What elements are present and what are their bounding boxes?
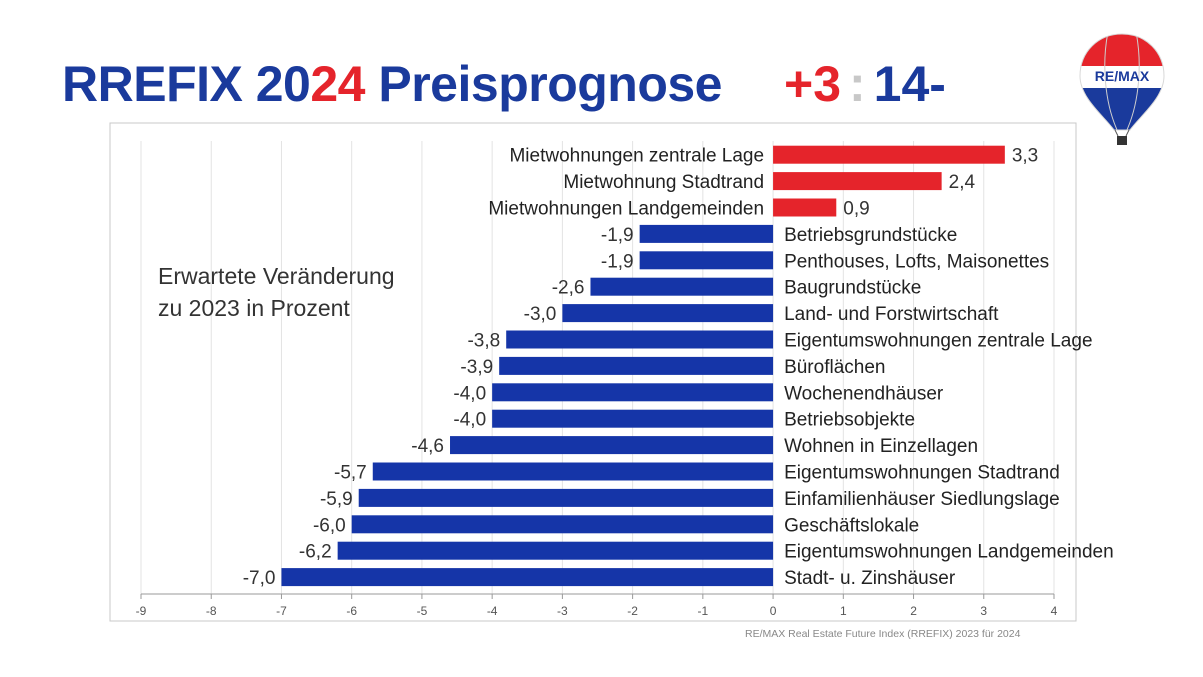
bar (492, 383, 774, 402)
bar-value-label: -3,9 (460, 357, 493, 378)
category-label: Eigentumswohnungen Landgemeinden (784, 542, 1114, 563)
remax-balloon-logo: RE/MAX (1079, 33, 1165, 145)
bar-value-label: -5,7 (334, 463, 367, 484)
bar (506, 330, 774, 349)
annotation-line1: Erwartete Veränderung (158, 263, 395, 289)
category-label: Betriebsobjekte (784, 410, 915, 431)
category-label: Einfamilienhäuser Siedlungslage (784, 489, 1060, 510)
x-tick-label: -2 (627, 604, 638, 618)
bar (450, 436, 774, 455)
bar-value-label: -1,9 (601, 225, 634, 246)
bar-value-label: -6,0 (313, 515, 346, 536)
category-label: Wochenendhäuser (784, 383, 944, 404)
bar (639, 251, 774, 270)
bar (499, 356, 774, 375)
score-colon: : (849, 56, 866, 112)
bar-value-label: -5,9 (320, 489, 353, 510)
category-label: Mietwohnungen Landgemeinden (488, 199, 764, 220)
bar-value-label: -7,0 (243, 568, 276, 589)
x-tick-label: 2 (910, 604, 917, 618)
bar-value-label: 3,3 (1012, 146, 1038, 167)
bars-group: 3,3 Mietwohnungen zentrale Lage 2,4 Mietwoh… (243, 145, 1114, 589)
title-year-red: 24 (310, 56, 365, 112)
bar-value-label: 0,9 (843, 199, 869, 220)
x-tick-label: 1 (840, 604, 847, 618)
bar-value-label: -2,6 (552, 278, 585, 299)
source-note: RE/MAX Real Estate Future Index (RREFIX)… (745, 628, 1021, 640)
bar-value-label: -6,2 (299, 542, 332, 563)
category-label: Stadt- u. Zinshäuser (784, 568, 956, 589)
x-axis: -9 -8 -7 -6 -5 -4 -3 -2 -1 0 1 2 3 4 (136, 593, 1058, 618)
bar (281, 568, 774, 587)
category-label: Mietwohnungen zentrale Lage (509, 146, 764, 167)
x-tick-label: -7 (276, 604, 287, 618)
x-tick-label: 3 (980, 604, 987, 618)
bar-value-label: -4,6 (411, 436, 444, 457)
category-label: Eigentumswohnungen zentrale Lage (784, 331, 1092, 352)
bar (773, 172, 942, 191)
score-negative: 14- (873, 56, 946, 112)
x-tick-label: -1 (698, 604, 709, 618)
bar (358, 488, 774, 507)
bar (773, 145, 1005, 164)
bar-value-label: -3,0 (524, 304, 557, 325)
title-part1: RREFIX 20 (62, 56, 311, 112)
category-label: Land- und Forstwirtschaft (784, 304, 999, 325)
category-label: Geschäftslokale (784, 515, 919, 536)
annotation-line2: zu 2023 in Prozent (158, 295, 350, 321)
bar (562, 304, 774, 323)
x-tick-label: -9 (136, 604, 147, 618)
bar (639, 224, 774, 243)
category-label: Betriebsgrundstücke (784, 225, 957, 246)
category-label: Büroflächen (784, 357, 885, 378)
x-tick-label: 4 (1051, 604, 1058, 618)
bar-value-label: -4,0 (453, 410, 486, 431)
score-positive: +3 (784, 56, 842, 112)
x-tick-label: -4 (487, 604, 498, 618)
bar (351, 515, 774, 534)
bar (372, 462, 774, 481)
bar-value-label: -3,8 (467, 331, 500, 352)
chart-annotation: Erwartete Veränderung zu 2023 in Prozent (158, 260, 395, 324)
bar-value-label: -4,0 (453, 383, 486, 404)
category-label: Penthouses, Lofts, Maisonettes (784, 251, 1049, 272)
x-tick-label: 0 (770, 604, 777, 618)
title-part2: Preisprognose (364, 56, 722, 112)
bar (773, 198, 837, 217)
category-label: Mietwohnung Stadtrand (563, 172, 764, 193)
x-tick-label: -5 (417, 604, 428, 618)
category-label: Baugrundstücke (784, 278, 921, 299)
page-title: RREFIX 2024 Preisprognose (62, 55, 722, 113)
category-label: Wohnen in Einzellagen (784, 436, 978, 457)
bar-value-label: -1,9 (601, 251, 634, 272)
bar (492, 409, 774, 428)
bar (337, 541, 774, 560)
x-tick-label: -6 (346, 604, 357, 618)
bar (590, 277, 774, 296)
logo-text: RE/MAX (1095, 68, 1150, 84)
bar-value-label: 2,4 (949, 172, 976, 193)
x-tick-label: -8 (206, 604, 217, 618)
category-label: Eigentumswohnungen Stadtrand (784, 463, 1060, 484)
forecast-score: +3:14- (784, 55, 946, 113)
x-tick-label: -3 (557, 604, 568, 618)
